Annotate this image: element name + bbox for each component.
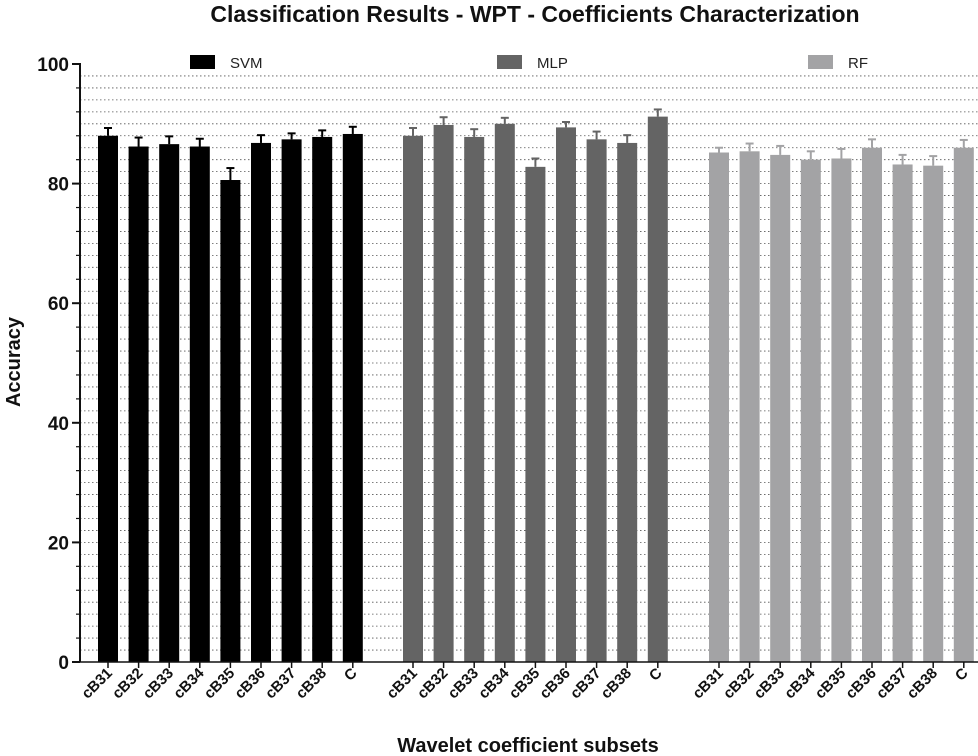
x-axis-label: Wavelet coefficient subsets <box>397 735 659 756</box>
x-tick-label: cB33 <box>751 665 788 702</box>
legend-swatch-rf <box>808 55 833 69</box>
bar-mlp-cb31 <box>403 135 423 662</box>
bar-mlp-cb35 <box>525 166 546 662</box>
bar-rf-cb37 <box>892 164 913 663</box>
bar-mlp-cb36 <box>556 127 576 662</box>
x-tick-label: cB33 <box>140 665 177 702</box>
x-tick-label: cB32 <box>414 665 451 702</box>
x-tick-label: cB37 <box>873 665 910 702</box>
legend-label-rf: RF <box>848 55 868 72</box>
bars-group <box>98 116 974 663</box>
bar-mlp-cb32 <box>433 124 454 663</box>
bar-svm-c <box>342 133 363 662</box>
y-tick-label: 20 <box>48 533 69 554</box>
x-tick-label: cB35 <box>812 665 849 702</box>
x-tick-label: cB36 <box>536 665 573 702</box>
x-tick-label: cB36 <box>231 665 268 702</box>
legend-label-svm: SVM <box>230 55 263 72</box>
x-tick-label: cB38 <box>598 665 635 702</box>
bar-mlp-cb38 <box>617 142 638 662</box>
x-tick-label: cB34 <box>781 664 819 702</box>
bar-svm-cb34 <box>189 146 210 663</box>
legend: SVM MLP RF <box>190 55 868 72</box>
bar-rf-cb35 <box>831 158 852 662</box>
x-tick-label: cB31 <box>78 665 115 702</box>
x-tick-label: cB35 <box>506 665 543 702</box>
x-tick-label: C <box>646 665 666 685</box>
y-tick-label: 60 <box>48 294 69 315</box>
bar-rf-cb31 <box>709 152 729 662</box>
y-tick-label: 40 <box>48 414 69 435</box>
x-tick-label: cB34 <box>475 664 513 702</box>
bar-mlp-cb37 <box>586 139 607 662</box>
x-tick-label: cB31 <box>383 665 420 702</box>
bar-rf-cb38 <box>923 165 944 662</box>
y-axis-label: Accuracy <box>3 316 25 407</box>
bar-svm-cb38 <box>312 136 333 662</box>
legend-swatch-svm <box>190 55 215 69</box>
bar-rf-cb34 <box>800 159 821 662</box>
x-tick-label: cB37 <box>567 665 604 702</box>
y-tick-label: 100 <box>37 55 69 76</box>
bar-rf-cb33 <box>770 154 791 662</box>
x-tick-label: cB38 <box>904 665 941 702</box>
y-tick-label: 0 <box>58 653 69 674</box>
bar-svm-cb37 <box>281 139 302 662</box>
x-tick-label: cB33 <box>445 665 482 702</box>
bar-rf-c <box>953 147 974 663</box>
bar-svm-cb36 <box>251 142 271 662</box>
bar-rf-cb36 <box>862 147 882 663</box>
bar-svm-cb31 <box>98 135 118 662</box>
chart-title: Classification Results - WPT - Coefficie… <box>210 1 859 27</box>
x-tick-label: cB38 <box>293 665 330 702</box>
legend-label-mlp: MLP <box>537 55 568 72</box>
x-tick-label: cB36 <box>842 665 879 702</box>
bar-mlp-cb33 <box>464 136 485 662</box>
x-tick-label: cB32 <box>109 665 146 702</box>
bar-svm-cb33 <box>159 144 180 662</box>
x-tick-label: cB35 <box>201 665 238 702</box>
bar-rf-cb32 <box>739 151 760 663</box>
x-tick-label: cB37 <box>262 665 299 702</box>
x-tick-label: C <box>341 665 361 685</box>
x-tick-label: cB34 <box>170 664 208 702</box>
y-axis: 0 20 40 60 80 100 <box>37 55 978 674</box>
legend-swatch-mlp <box>497 55 522 69</box>
y-tick-label: 80 <box>48 175 69 196</box>
x-tick-label: cB31 <box>689 665 726 702</box>
bar-mlp-c <box>647 116 668 662</box>
x-tick-label: cB32 <box>720 665 757 702</box>
bar-svm-cb35 <box>220 180 241 662</box>
error-bars-group <box>104 108 968 181</box>
x-tick-label: C <box>952 665 972 685</box>
bar-mlp-cb34 <box>494 123 515 663</box>
bar-svm-cb32 <box>128 146 149 663</box>
